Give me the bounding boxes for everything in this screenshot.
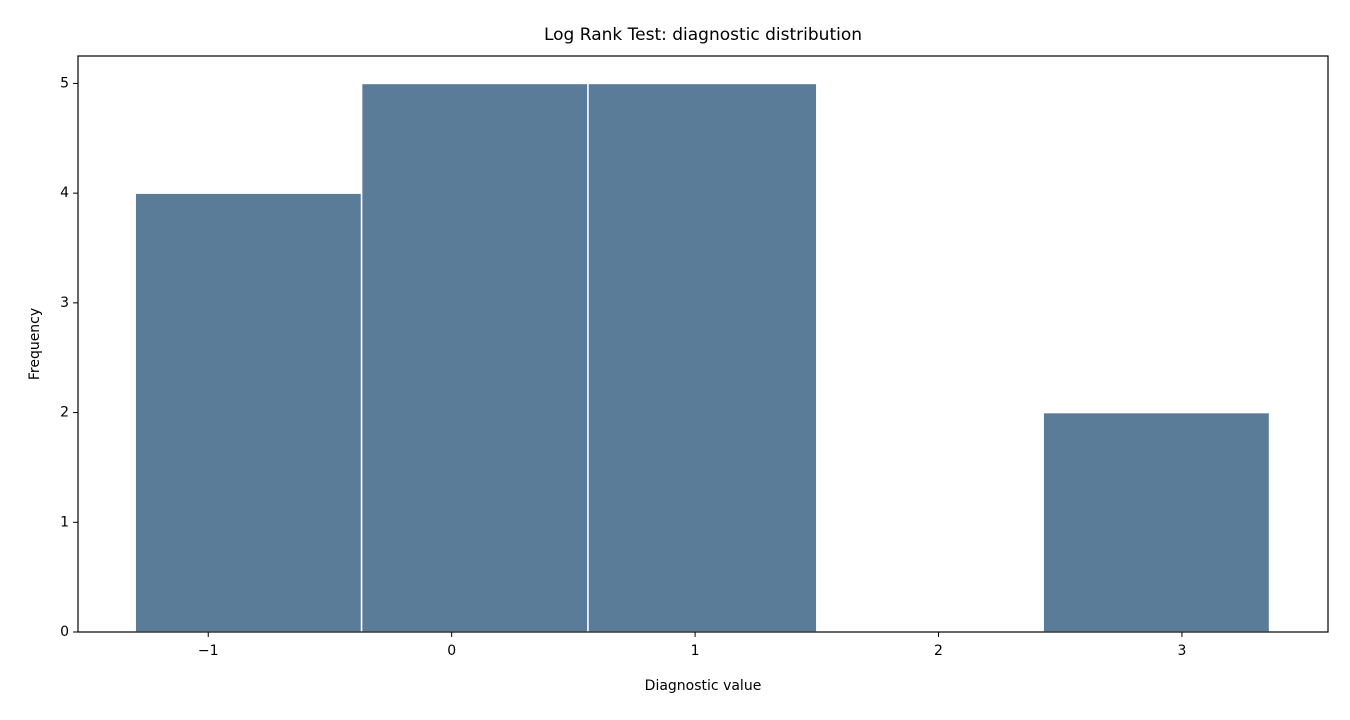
y-tick-label: 5 (60, 75, 69, 91)
y-tick-label: 1 (60, 514, 69, 530)
y-tick-label: 3 (60, 295, 69, 311)
y-tick-label: 0 (60, 624, 69, 640)
x-axis-label: Diagnostic value (645, 678, 762, 694)
plot-frame (77, 55, 1329, 633)
chart-title: Log Rank Test: diagnostic distribution (544, 25, 862, 45)
x-tick-label: −1 (198, 643, 219, 659)
x-tick-label: 1 (691, 643, 700, 659)
y-axis-label: Frequency (27, 308, 43, 380)
bar (134, 192, 363, 633)
bar (360, 82, 589, 633)
bar (587, 82, 818, 633)
bar (1042, 411, 1271, 633)
y-tick-label: 4 (60, 185, 69, 201)
x-tick-label: 0 (447, 643, 456, 659)
y-tick-label: 2 (60, 405, 69, 421)
x-tick-label: 3 (1177, 643, 1186, 659)
x-tick-label: 2 (934, 643, 943, 659)
